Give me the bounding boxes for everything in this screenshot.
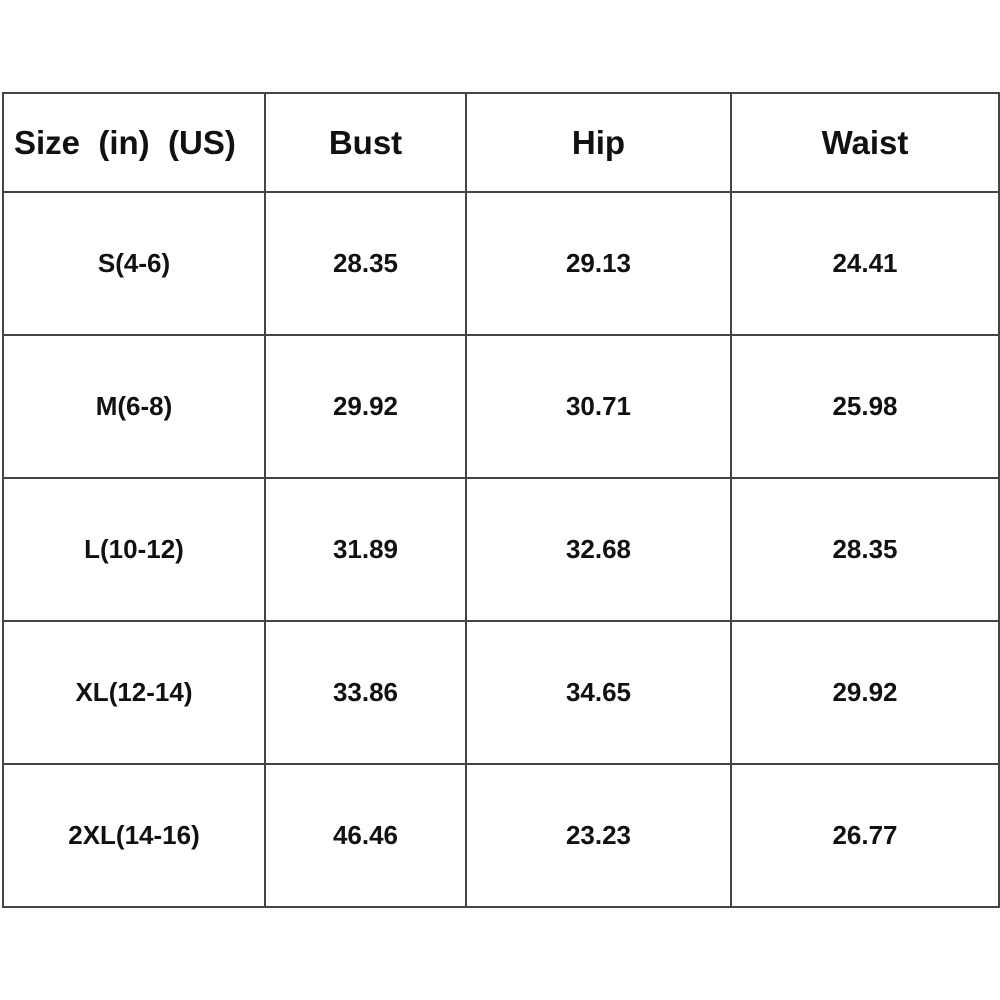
header-size: Size (in) (US) [2, 92, 266, 193]
header-waist: Waist [730, 92, 1000, 193]
waist-cell: 26.77 [730, 763, 1000, 908]
table-row: L(10-12) 31.89 32.68 28.35 [2, 477, 1000, 622]
table-row: 2XL(14-16) 46.46 23.23 26.77 [2, 763, 1000, 908]
waist-cell: 28.35 [730, 477, 1000, 622]
hip-cell: 34.65 [465, 620, 732, 765]
table-row: S(4-6) 28.35 29.13 24.41 [2, 191, 1000, 336]
size-cell: L(10-12) [2, 477, 266, 622]
hip-cell: 32.68 [465, 477, 732, 622]
header-bust: Bust [264, 92, 467, 193]
bust-cell: 28.35 [264, 191, 467, 336]
hip-cell: 30.71 [465, 334, 732, 479]
size-chart-table: Size (in) (US) Bust Hip Waist S(4-6) 28.… [2, 92, 1000, 908]
bust-cell: 33.86 [264, 620, 467, 765]
hip-cell: 29.13 [465, 191, 732, 336]
waist-cell: 29.92 [730, 620, 1000, 765]
table-row: XL(12-14) 33.86 34.65 29.92 [2, 620, 1000, 765]
header-row: Size (in) (US) Bust Hip Waist [2, 92, 1000, 193]
size-cell: 2XL(14-16) [2, 763, 266, 908]
size-cell: M(6-8) [2, 334, 266, 479]
waist-cell: 25.98 [730, 334, 1000, 479]
size-cell: S(4-6) [2, 191, 266, 336]
header-hip: Hip [465, 92, 732, 193]
bust-cell: 31.89 [264, 477, 467, 622]
table-row: M(6-8) 29.92 30.71 25.98 [2, 334, 1000, 479]
bust-cell: 46.46 [264, 763, 467, 908]
size-cell: XL(12-14) [2, 620, 266, 765]
hip-cell: 23.23 [465, 763, 732, 908]
bust-cell: 29.92 [264, 334, 467, 479]
waist-cell: 24.41 [730, 191, 1000, 336]
